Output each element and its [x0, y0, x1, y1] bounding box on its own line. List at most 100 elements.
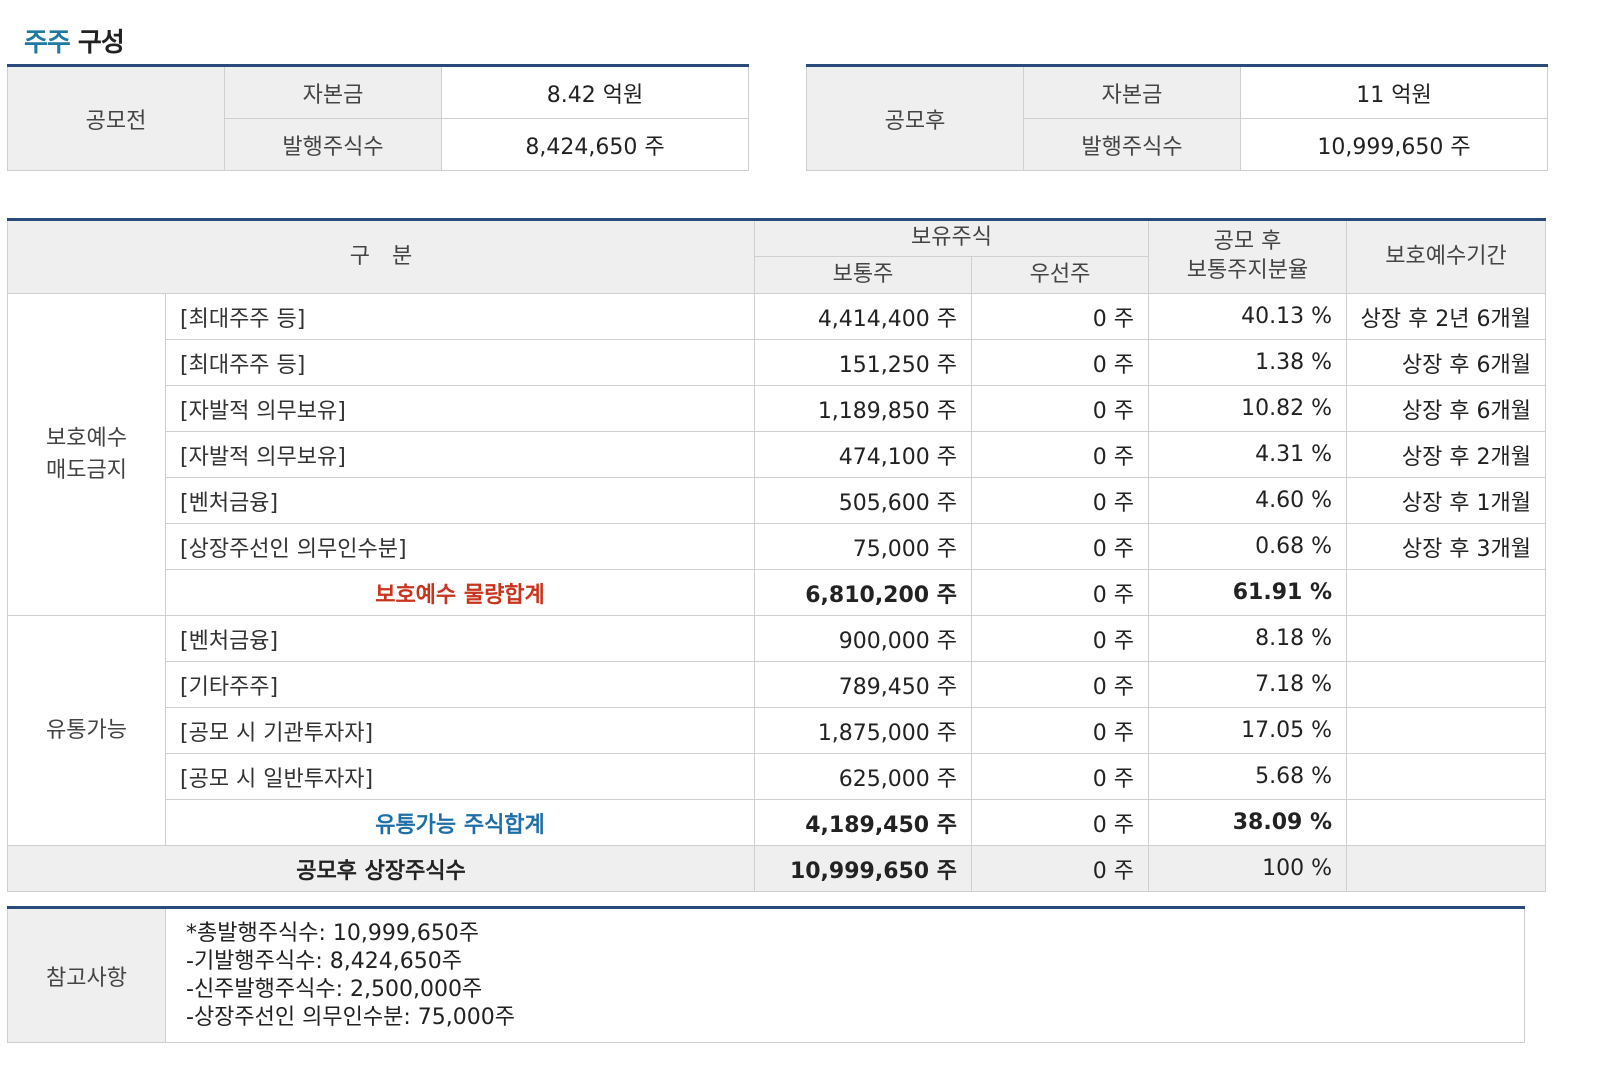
row-common: 75,000 주 [754, 523, 973, 570]
row-preferred: 0 주 [971, 385, 1150, 432]
capital-before-table: 공모전 자본금 8.42 억원 발행주식수 8,424,650 주 [7, 64, 749, 171]
header-ratio-line1: 공모 후 [1213, 229, 1282, 255]
note-line: -기발행주식수: 8,424,650주 [186, 948, 462, 974]
row-lockup-period: 상장 후 1개월 [1346, 477, 1547, 524]
tradable-group-label: 유통가능 [7, 615, 166, 846]
capital-before-capital-value: 8.42 억원 [441, 64, 749, 120]
row-common: 900,000 주 [754, 615, 973, 662]
row-lockup-period [1346, 615, 1547, 662]
lockup-subtotal-ratio: 61.91 % [1148, 569, 1348, 616]
capital-after-shares-label: 발행주식수 [1023, 118, 1241, 171]
header-ratio-line2: 보통주지분율 [1186, 258, 1309, 283]
row-lockup-period: 상장 후 6개월 [1346, 339, 1547, 386]
tradable-subtotal-row: 유통가능 주식합계 4,189,450 주 0 주 38.09 % [8, 799, 1547, 846]
table-row: [기타주주] 789,450 주 0 주 7.18 % [8, 661, 1547, 708]
table-row: 유통가능 [벤처금융] 900,000 주 0 주 8.18 % [7, 615, 1547, 846]
total-period [1346, 845, 1547, 892]
row-label: [공모 시 기관투자자] [164, 707, 756, 754]
row-common: 474,100 주 [754, 431, 973, 478]
table-row: 보호예수 매도금지 [최대주주 등] 4,414,400 주 0 주 40.13… [7, 293, 1547, 616]
header-category: 구 분 [6, 219, 756, 294]
tradable-subtotal-label: 유통가능 주식합계 [164, 799, 756, 846]
row-lockup-period [1346, 707, 1547, 754]
row-preferred: 0 주 [971, 293, 1150, 340]
row-label: [벤처금융] [164, 477, 756, 524]
table-row: [자발적 의무보유] 1,189,850 주 0 주 10.82 % 상장 후 … [8, 385, 1547, 432]
row-ratio: 10.82 % [1148, 385, 1348, 432]
row-lockup-period [1346, 661, 1547, 708]
row-common: 625,000 주 [754, 753, 973, 800]
lockup-group-label: 보호예수 매도금지 [7, 293, 166, 616]
row-label: [자발적 의무보유] [164, 431, 756, 478]
row-ratio: 17.05 % [1148, 707, 1348, 754]
capital-after-capital-value: 11 억원 [1240, 64, 1548, 120]
lockup-group-label-line1: 보호예수 [46, 425, 127, 451]
table-row: [벤처금융] 505,600 주 0 주 4.60 % 상장 후 1개월 [8, 477, 1547, 524]
row-preferred: 0 주 [971, 339, 1150, 386]
capital-before-capital-label: 자본금 [224, 64, 442, 120]
row-preferred: 0 주 [971, 523, 1150, 570]
row-common: 789,450 주 [754, 661, 973, 708]
tradable-subtotal-ratio: 38.09 % [1148, 799, 1348, 846]
lockup-group-label-line2: 매도금지 [46, 457, 127, 483]
section-title-accent: 주주 [24, 28, 71, 58]
header-held-shares: 보유주식 [754, 219, 1150, 257]
tradable-subtotal-preferred: 0 주 [971, 799, 1150, 846]
row-preferred: 0 주 [971, 431, 1150, 478]
note-line: -신주발행주식수: 2,500,000주 [186, 976, 483, 1002]
holdings-table: 구 분 보유주식 공모 후 보통주지분율 보호예수기간 보통주 우선주 보호예수… [6, 218, 1547, 892]
row-preferred: 0 주 [971, 707, 1150, 754]
lockup-subtotal-preferred: 0 주 [971, 569, 1150, 616]
header-preferred-stock: 우선주 [971, 256, 1150, 294]
notes-table: 참고사항 *총발행주식수: 10,999,650주 -기발행주식수: 8,424… [7, 906, 1525, 1043]
notes-body: *총발행주식수: 10,999,650주 -기발행주식수: 8,424,650주… [165, 907, 1525, 1043]
row-preferred: 0 주 [971, 661, 1150, 708]
capital-after-table: 공모후 자본금 11 억원 발행주식수 10,999,650 주 [806, 64, 1548, 171]
row-lockup-period: 상장 후 2년 6개월 [1346, 293, 1547, 340]
header-lockup-period: 보호예수기간 [1346, 219, 1547, 294]
row-preferred: 0 주 [971, 753, 1150, 800]
row-ratio: 5.68 % [1148, 753, 1348, 800]
capital-before-label: 공모전 [7, 65, 225, 171]
table-row: [공모 시 일반투자자] 625,000 주 0 주 5.68 % [8, 753, 1547, 800]
capital-after-label: 공모후 [806, 65, 1024, 171]
lockup-subtotal-common: 6,810,200 주 [754, 569, 973, 616]
table-row: [상장주선인 의무인수분] 75,000 주 0 주 0.68 % 상장 후 3… [8, 523, 1547, 570]
lockup-subtotal-period [1346, 569, 1547, 616]
row-label: [공모 시 일반투자자] [164, 753, 756, 800]
row-ratio: 7.18 % [1148, 661, 1348, 708]
row-common: 505,600 주 [754, 477, 973, 524]
section-title: 주주 구성 [24, 22, 125, 59]
note-line: *총발행주식수: 10,999,650주 [186, 920, 480, 946]
row-label: [최대주주 등] [164, 339, 756, 386]
table-row: [공모 시 기관투자자] 1,875,000 주 0 주 17.05 % [8, 707, 1547, 754]
row-common: 1,189,850 주 [754, 385, 973, 432]
row-lockup-period [1346, 753, 1547, 800]
row-label: [기타주주] [164, 661, 756, 708]
row-common: 4,414,400 주 [754, 293, 973, 340]
capital-before-shares-value: 8,424,650 주 [441, 118, 749, 171]
row-ratio: 4.60 % [1148, 477, 1348, 524]
notes-label: 참고사항 [7, 907, 166, 1043]
row-common: 151,250 주 [754, 339, 973, 386]
row-ratio: 40.13 % [1148, 293, 1348, 340]
row-lockup-period: 상장 후 3개월 [1346, 523, 1547, 570]
total-common: 10,999,650 주 [754, 845, 973, 892]
row-label: [벤처금융] [164, 615, 756, 662]
row-lockup-period: 상장 후 2개월 [1346, 431, 1547, 478]
row-label: [자발적 의무보유] [164, 385, 756, 432]
capital-after-shares-value: 10,999,650 주 [1240, 118, 1548, 171]
section-title-rest: 구성 [69, 28, 125, 58]
table-row: [자발적 의무보유] 474,100 주 0 주 4.31 % 상장 후 2개월 [8, 431, 1547, 478]
tradable-subtotal-period [1346, 799, 1547, 846]
lockup-subtotal-row: 보호예수 물량합계 6,810,200 주 0 주 61.91 % [8, 569, 1547, 616]
row-preferred: 0 주 [971, 615, 1150, 662]
row-preferred: 0 주 [971, 477, 1150, 524]
row-ratio: 1.38 % [1148, 339, 1348, 386]
table-row: [최대주주 등] 151,250 주 0 주 1.38 % 상장 후 6개월 [8, 339, 1547, 386]
lockup-subtotal-label: 보호예수 물량합계 [164, 569, 756, 616]
note-line: -상장주선인 의무인수분: 75,000주 [186, 1004, 515, 1030]
total-row: 공모후 상장주식수 10,999,650 주 0 주 100 % [6, 845, 1547, 892]
total-ratio: 100 % [1148, 845, 1348, 892]
row-ratio: 0.68 % [1148, 523, 1348, 570]
